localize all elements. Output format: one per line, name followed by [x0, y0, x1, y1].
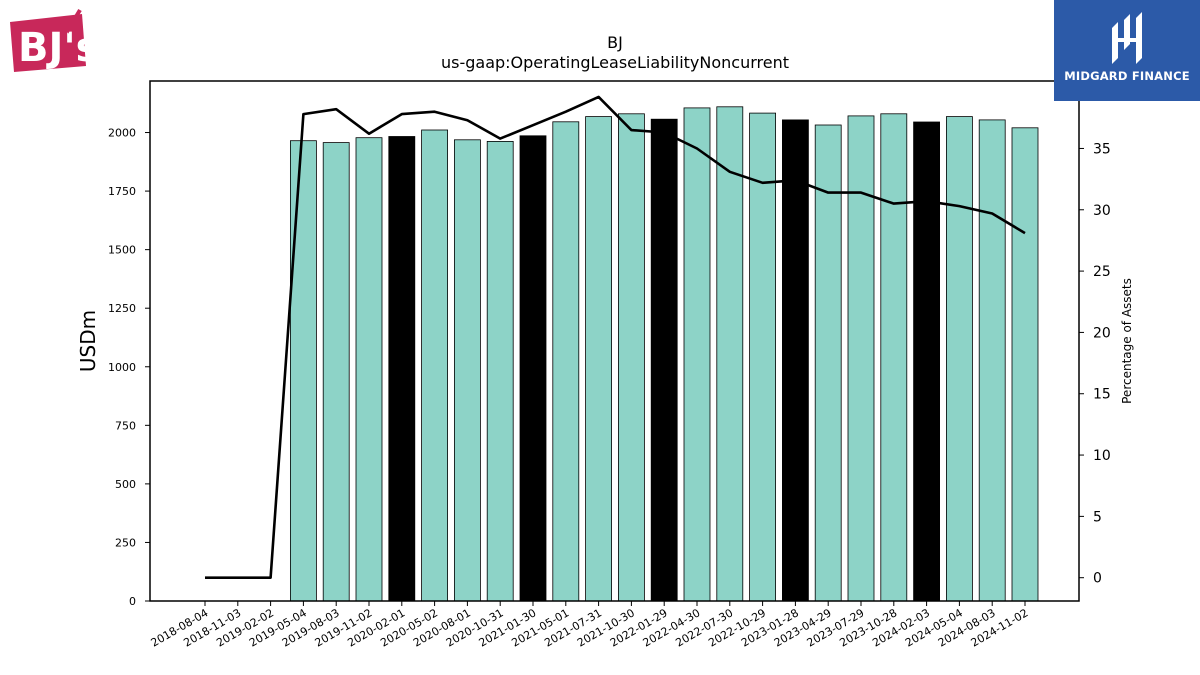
y2-tick-label: 10 [1093, 448, 1111, 464]
bar [552, 121, 580, 602]
y-tick-label: 1250 [108, 302, 136, 315]
bar [847, 115, 875, 602]
y-tick-label: 250 [115, 536, 136, 549]
bar [782, 119, 809, 602]
bar [1011, 127, 1039, 602]
bar [421, 129, 449, 602]
bjs-logo: BJ's [8, 8, 99, 76]
y2-axis-label: Percentage of Assets [1120, 278, 1134, 404]
y2-tick-label: 35 [1093, 141, 1111, 157]
y-tick-label: 1750 [108, 185, 136, 198]
y2-tick-label: 15 [1093, 387, 1111, 403]
left-axis: 0 250 500 750 1000 1250 1500 1750 2000 [108, 127, 150, 608]
x-axis: 2018-08-042018-11-032019-02-022019-05-04… [149, 601, 1031, 650]
bar [618, 113, 645, 602]
svg-text:BJ's: BJ's [18, 25, 90, 71]
y-tick-label: 0 [129, 595, 136, 608]
bar [650, 118, 678, 602]
y-tick-label: 1000 [108, 361, 136, 374]
bar [913, 121, 940, 602]
bar [978, 119, 1006, 602]
bar [585, 116, 612, 602]
bar [716, 106, 744, 602]
line-group [205, 95, 1026, 580]
bar [946, 116, 973, 602]
percentage-line [205, 95, 1026, 580]
bar [814, 124, 842, 602]
bar [486, 140, 514, 602]
bar [453, 139, 481, 602]
right-axis: 0 5 10 15 20 25 30 35 [1079, 141, 1111, 587]
bar [683, 107, 711, 602]
chart-subtitle: us-gaap:OperatingLeaseLiabilityNoncurren… [441, 53, 789, 72]
y-tick-label: 500 [115, 478, 136, 491]
bar-group [289, 106, 1039, 602]
y-axis-label: USDm [76, 310, 100, 372]
y-tick-label: 750 [115, 419, 136, 432]
bar [749, 112, 776, 602]
y2-tick-label: 0 [1093, 571, 1102, 587]
y2-tick-label: 25 [1093, 264, 1111, 280]
bar [519, 135, 547, 602]
y2-tick-label: 20 [1093, 325, 1111, 341]
y2-tick-label: 30 [1093, 203, 1111, 219]
y2-tick-label: 5 [1093, 509, 1102, 525]
midgard-emblem-icon [1112, 12, 1142, 64]
bar [388, 136, 416, 602]
bar [322, 142, 350, 602]
midgard-finance-wordmark: MIDGARD FINANCE [1064, 69, 1190, 83]
bar [880, 113, 908, 602]
plot-frame [149, 80, 1080, 602]
y-tick-label: 2000 [108, 127, 136, 140]
y-tick-label: 1500 [108, 244, 136, 257]
bar [355, 137, 383, 602]
bar [289, 140, 317, 602]
chart-title: BJ [607, 33, 623, 52]
midgard-finance-logo: MIDGARD FINANCE [1054, 0, 1200, 101]
